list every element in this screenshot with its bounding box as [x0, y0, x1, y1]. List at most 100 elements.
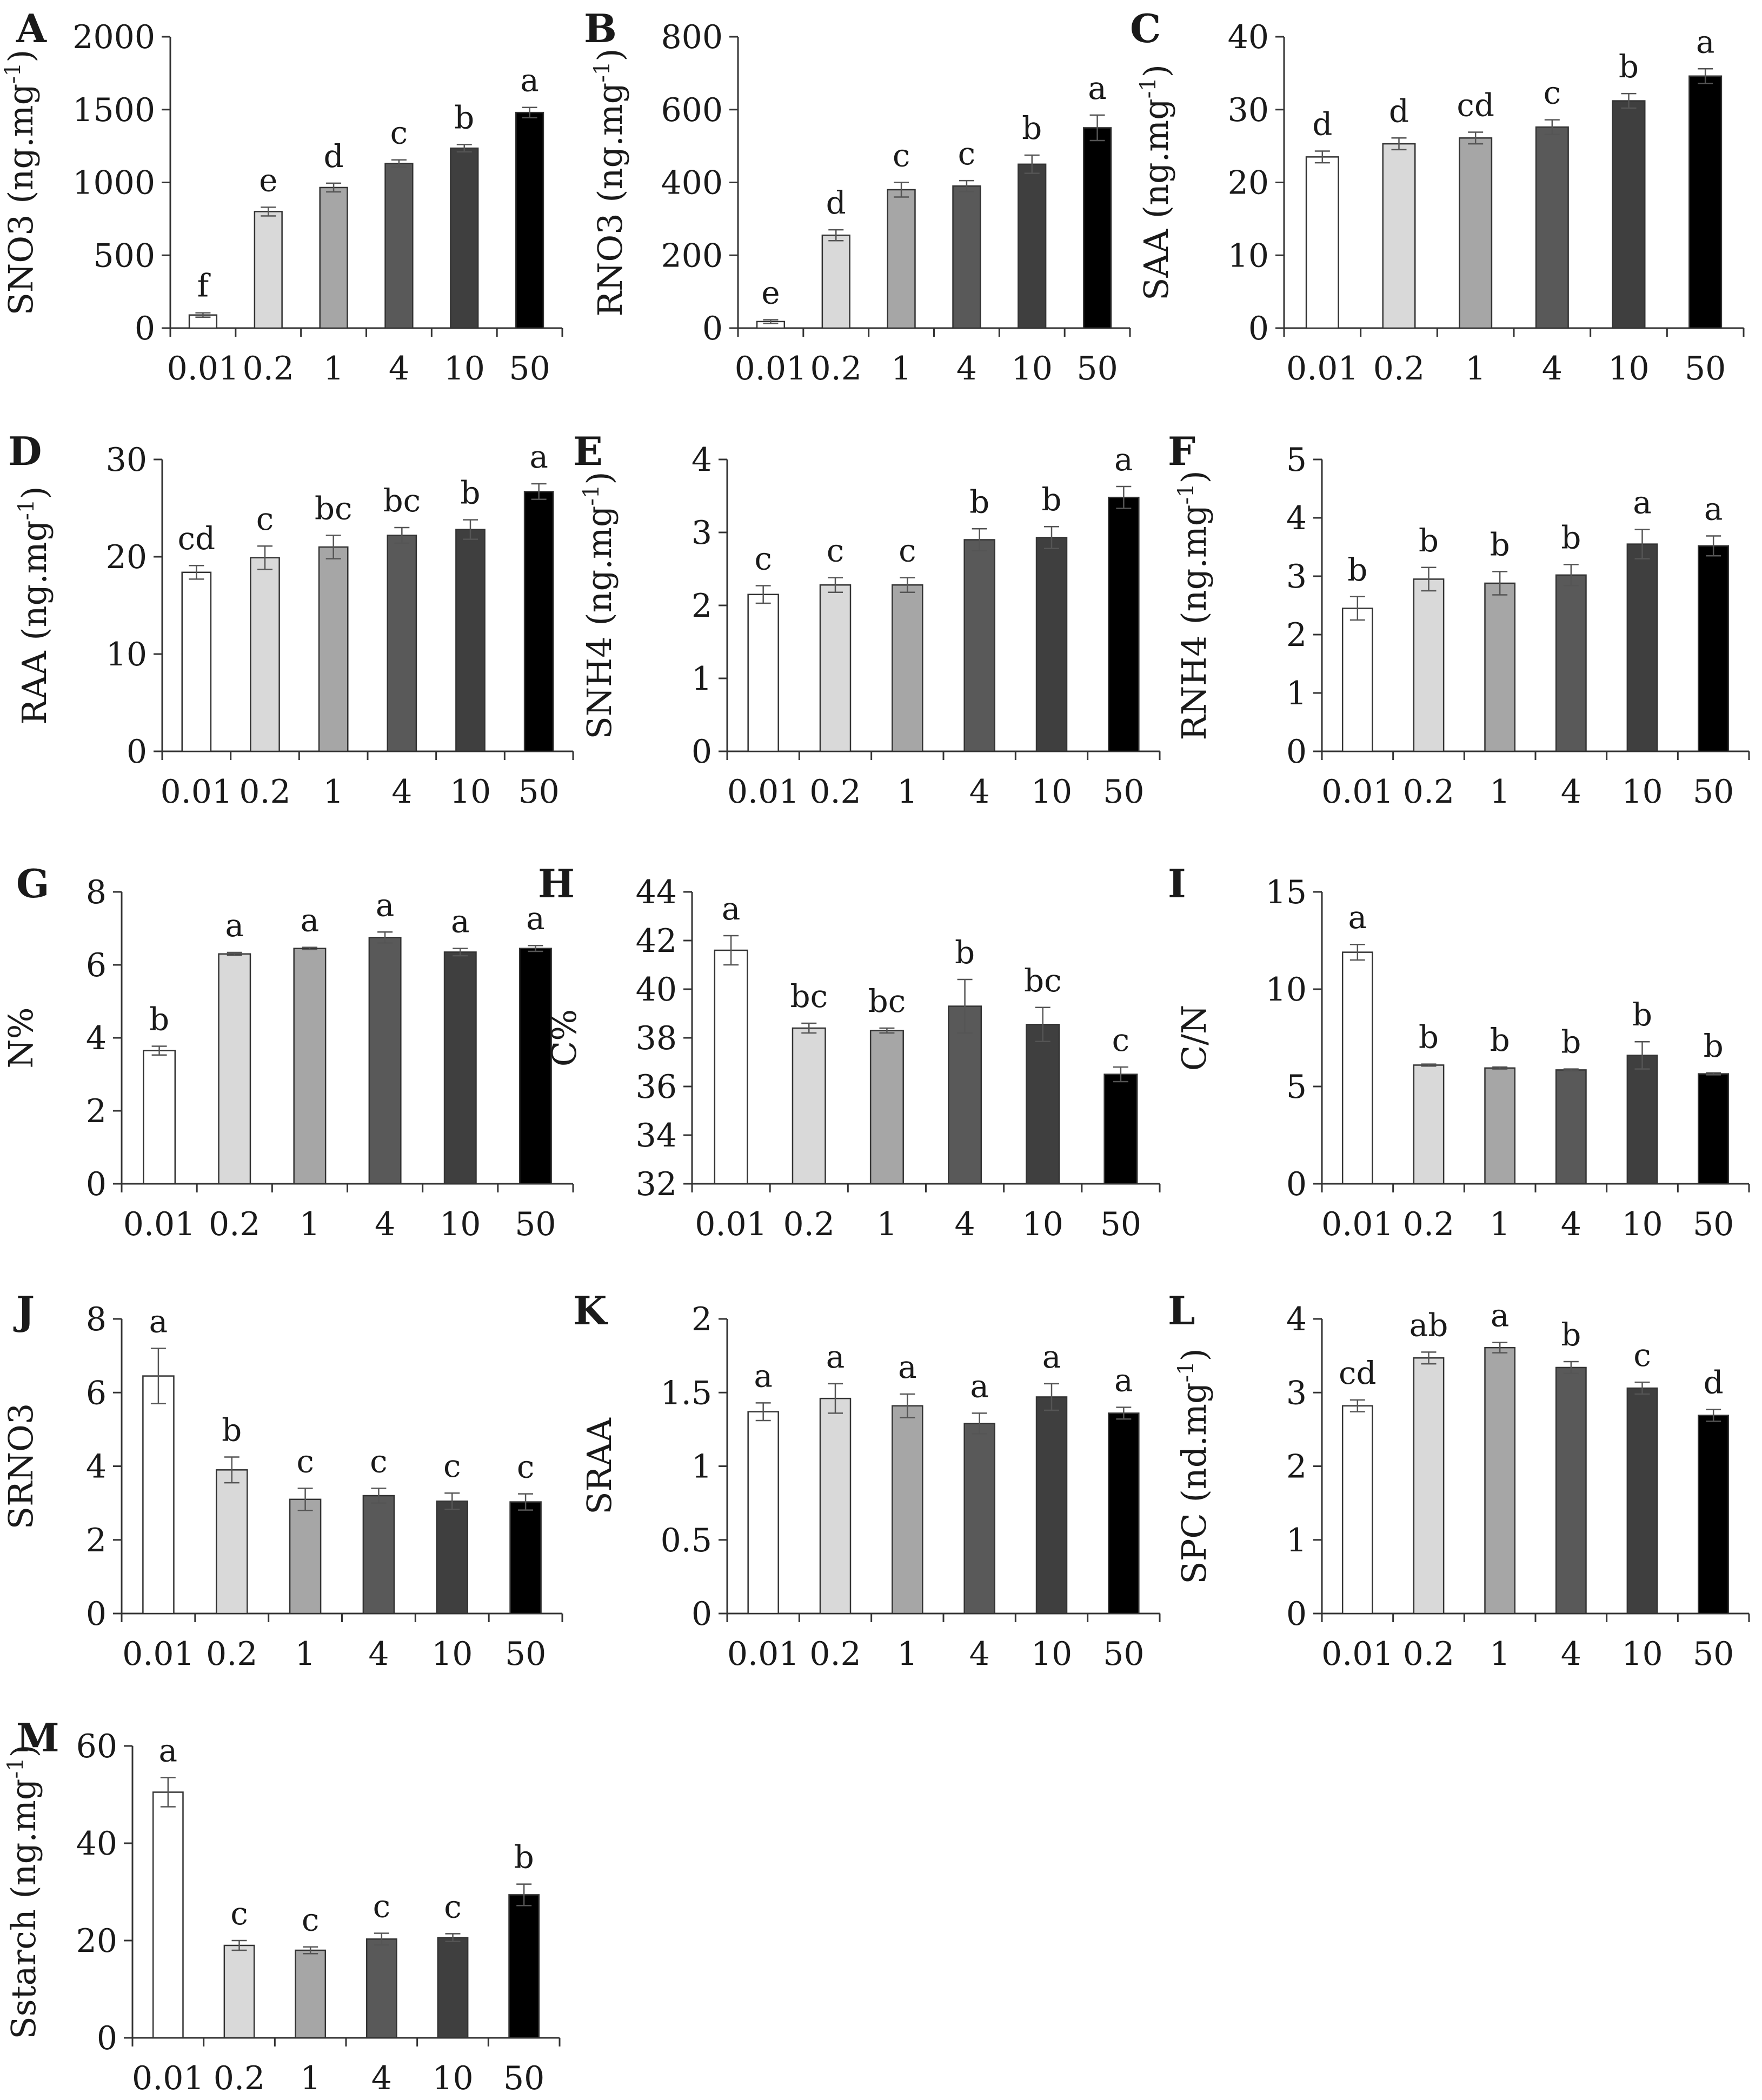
- bar-f-1: [1484, 582, 1516, 752]
- y-axis-label-j: SRNO3: [1, 1403, 41, 1530]
- significance-label-k: a: [1042, 1338, 1061, 1375]
- x-tick-label-l: 0.01: [1321, 1635, 1394, 1673]
- significance-label-i: a: [1348, 899, 1367, 936]
- significance-label-j: c: [443, 1448, 461, 1484]
- chart-panel-m: M 0 20 40 60 a 0.01 c 0.2 c 1 c 4 c 10 b 50 Sstarch (ng.m…: [3, 1715, 561, 2097]
- y-tick-label-h: 34: [636, 1117, 677, 1155]
- y-tick-label-m: 0: [97, 2019, 117, 2057]
- bar-a-10: [450, 147, 479, 329]
- bar-m-4: [365, 1938, 397, 2039]
- significance-label-e: b: [969, 483, 989, 520]
- y-tick-label-g: 8: [86, 874, 107, 911]
- x-tick-label-a: 50: [509, 350, 550, 388]
- x-tick-label-i: 0.2: [1403, 1205, 1454, 1243]
- bar-l-50: [1698, 1415, 1730, 1615]
- y-tick-label-f: 3: [1286, 558, 1307, 596]
- y-axis-label-c: SAA (ng.mg-1): [1136, 64, 1176, 301]
- significance-label-m: c: [373, 1888, 390, 1925]
- panel-letter-k: K: [573, 1288, 608, 1334]
- bar-h-0.01: [714, 949, 748, 1185]
- significance-label-c: c: [1544, 75, 1561, 111]
- significance-label-c: b: [1619, 48, 1639, 85]
- significance-label-h: b: [955, 934, 975, 971]
- chart-panel-i: I 0 5 10 15 a 0.01 b 0.2 b 1 b 4 b 10 b 50 C/N: [1168, 861, 1750, 1243]
- x-tick-label-g: 10: [440, 1205, 481, 1243]
- x-tick-label-h: 10: [1022, 1205, 1063, 1243]
- y-tick-label-i: 10: [1266, 971, 1307, 1009]
- x-tick-label-m: 4: [371, 2059, 392, 2097]
- bar-j-4: [362, 1495, 395, 1615]
- bar-e-0.01: [747, 594, 779, 752]
- bar-g-1: [293, 948, 327, 1185]
- y-tick-label-g: 4: [86, 1019, 107, 1057]
- bar-j-0.01: [142, 1375, 175, 1615]
- x-tick-label-c: 10: [1608, 350, 1649, 388]
- x-tick-label-j: 1: [295, 1635, 315, 1673]
- significance-label-l: b: [1561, 1316, 1581, 1353]
- bar-b-4: [952, 185, 981, 329]
- bar-d-10: [455, 529, 486, 752]
- significance-label-l: c: [1633, 1337, 1651, 1374]
- bar-a-4: [384, 163, 414, 329]
- y-tick-label-c: 30: [1228, 91, 1269, 129]
- y-tick-label-d: 10: [106, 636, 147, 674]
- x-tick-label-e: 50: [1103, 773, 1144, 811]
- bar-k-10: [1035, 1396, 1068, 1615]
- y-tick-label-k: 1.5: [661, 1374, 712, 1412]
- bar-e-4: [963, 539, 995, 752]
- significance-label-i: b: [1419, 1019, 1439, 1056]
- y-tick-label-a: 1000: [72, 164, 155, 202]
- y-tick-label-l: 2: [1286, 1448, 1307, 1486]
- panel-letter-e: E: [573, 428, 603, 474]
- bar-i-50: [1698, 1073, 1730, 1185]
- significance-label-d: bc: [383, 482, 421, 519]
- y-axis-label-a: SNO3 (ng.mg-1): [1, 50, 41, 316]
- bar-m-50: [508, 1894, 540, 2039]
- x-tick-label-i: 10: [1621, 1205, 1663, 1243]
- x-tick-label-m: 50: [503, 2059, 544, 2097]
- bar-m-0.2: [223, 1944, 255, 2039]
- bar-c-1: [1459, 137, 1493, 329]
- x-tick-label-b: 10: [1012, 350, 1053, 388]
- y-tick-label-k: 0.5: [661, 1522, 712, 1559]
- bar-k-0.2: [819, 1397, 852, 1615]
- y-tick-label-f: 0: [1286, 733, 1307, 771]
- x-tick-label-d: 0.2: [239, 773, 290, 811]
- bar-m-1: [295, 1949, 327, 2039]
- x-tick-label-e: 0.2: [809, 773, 861, 811]
- bar-l-1: [1484, 1346, 1516, 1615]
- bar-d-1: [318, 546, 349, 752]
- significance-label-j: a: [149, 1303, 168, 1340]
- significance-label-e: a: [1114, 441, 1133, 478]
- bar-h-1: [869, 1030, 904, 1185]
- x-tick-label-j: 10: [431, 1635, 473, 1673]
- y-axis-label-m: Sstarch (ng.mg-1): [3, 1744, 43, 2039]
- panel-letter-a: A: [16, 5, 47, 51]
- bar-l-0.01: [1341, 1405, 1373, 1615]
- significance-label-e: c: [827, 532, 844, 569]
- bar-l-4: [1555, 1366, 1587, 1615]
- bar-g-4: [368, 937, 402, 1185]
- y-tick-label-l: 4: [1286, 1301, 1307, 1338]
- x-tick-label-d: 4: [391, 773, 412, 811]
- x-tick-label-h: 0.01: [695, 1205, 767, 1243]
- y-tick-label-k: 1: [691, 1448, 712, 1486]
- x-tick-label-c: 0.01: [1286, 350, 1359, 388]
- y-tick-label-g: 6: [86, 946, 107, 984]
- y-tick-label-e: 0: [691, 733, 712, 771]
- bar-l-10: [1626, 1387, 1658, 1615]
- panel-letter-i: I: [1168, 861, 1186, 906]
- bar-k-1: [892, 1405, 923, 1615]
- y-tick-label-b: 0: [702, 310, 723, 348]
- bar-j-10: [436, 1500, 469, 1615]
- significance-label-g: a: [451, 903, 470, 940]
- y-tick-label-j: 6: [86, 1374, 107, 1412]
- panel-letter-d: D: [8, 428, 42, 474]
- x-tick-label-c: 1: [1465, 350, 1486, 388]
- y-tick-label-g: 2: [86, 1092, 107, 1130]
- bar-f-4: [1555, 574, 1587, 752]
- bar-a-50: [515, 111, 544, 329]
- significance-label-e: c: [754, 541, 772, 577]
- y-tick-label-b: 400: [661, 164, 723, 202]
- x-tick-label-f: 0.01: [1321, 773, 1394, 811]
